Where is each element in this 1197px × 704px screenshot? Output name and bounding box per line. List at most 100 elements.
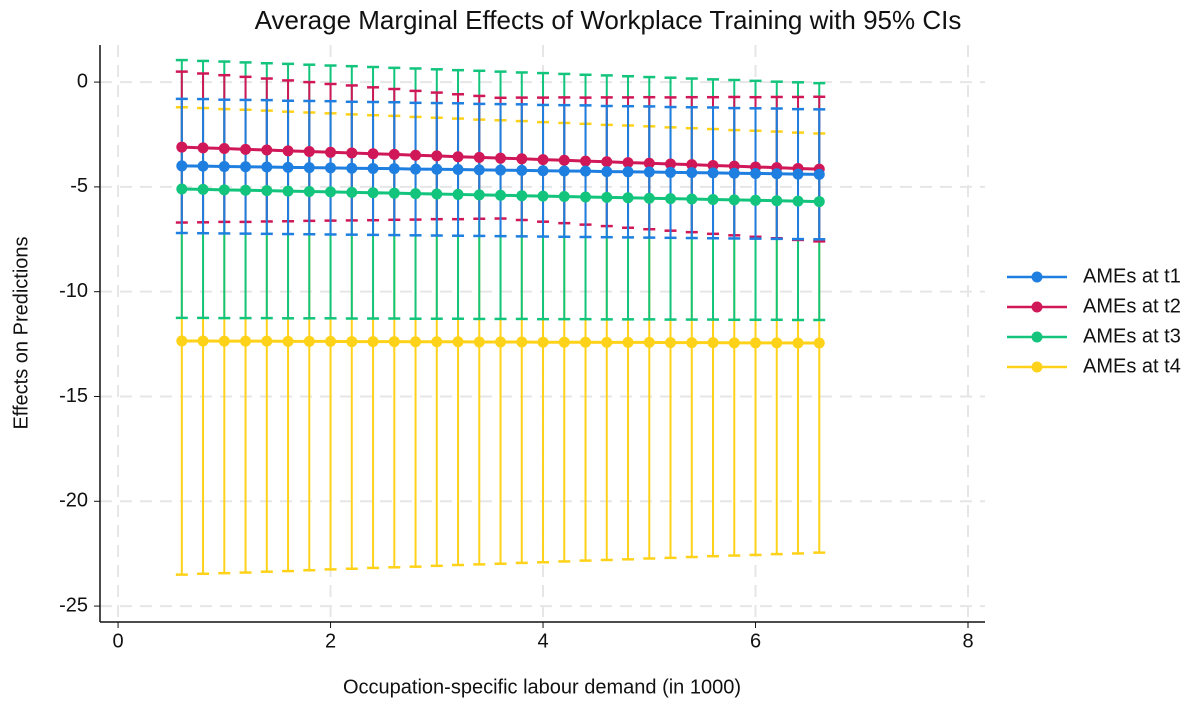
point bbox=[516, 336, 528, 348]
point bbox=[261, 161, 273, 173]
point bbox=[388, 163, 400, 175]
point bbox=[601, 336, 613, 348]
point bbox=[750, 194, 762, 206]
point bbox=[792, 337, 804, 349]
point bbox=[240, 161, 252, 173]
point bbox=[643, 166, 655, 178]
point bbox=[346, 336, 358, 348]
point bbox=[473, 189, 485, 201]
legend-dot bbox=[1031, 331, 1043, 343]
point bbox=[240, 184, 252, 196]
point bbox=[665, 158, 677, 170]
point bbox=[601, 191, 613, 203]
point bbox=[452, 188, 464, 200]
y-axis-label: Effects on Predictions bbox=[10, 236, 32, 429]
point bbox=[388, 148, 400, 160]
y-tick-label: -15 bbox=[59, 385, 88, 407]
y-tick-label: 0 bbox=[77, 70, 88, 92]
y-tick-label: -20 bbox=[59, 490, 88, 512]
point bbox=[431, 188, 443, 200]
point bbox=[261, 144, 273, 156]
point bbox=[197, 183, 209, 195]
point bbox=[750, 337, 762, 349]
point bbox=[643, 157, 655, 169]
y-tick-label: -5 bbox=[70, 175, 88, 197]
point bbox=[643, 192, 655, 204]
point bbox=[303, 162, 315, 174]
point bbox=[367, 187, 379, 199]
point bbox=[367, 148, 379, 160]
point bbox=[325, 186, 337, 198]
legend-label: AMEs at t4 bbox=[1083, 355, 1181, 377]
point bbox=[218, 161, 230, 173]
point bbox=[346, 147, 358, 159]
point bbox=[346, 186, 358, 198]
point bbox=[537, 190, 549, 202]
point bbox=[176, 141, 188, 153]
point bbox=[728, 194, 740, 206]
point bbox=[558, 191, 570, 203]
point bbox=[558, 165, 570, 177]
point bbox=[197, 335, 209, 347]
point bbox=[665, 166, 677, 178]
point bbox=[686, 159, 698, 171]
point bbox=[176, 335, 188, 347]
point bbox=[282, 335, 294, 347]
x-tick-label: 2 bbox=[325, 630, 336, 652]
point bbox=[473, 164, 485, 176]
point bbox=[771, 337, 783, 349]
point bbox=[176, 160, 188, 172]
point bbox=[367, 336, 379, 348]
point bbox=[516, 190, 528, 202]
point bbox=[622, 166, 634, 178]
point bbox=[813, 168, 825, 180]
y-tick-label: -25 bbox=[59, 594, 88, 616]
point bbox=[601, 166, 613, 178]
point bbox=[707, 193, 719, 205]
point bbox=[303, 145, 315, 157]
point bbox=[410, 188, 422, 200]
point bbox=[431, 336, 443, 348]
point bbox=[431, 150, 443, 162]
legend-label: AMEs at t2 bbox=[1083, 295, 1181, 317]
point bbox=[495, 152, 507, 164]
point bbox=[473, 336, 485, 348]
point bbox=[665, 193, 677, 205]
point bbox=[388, 336, 400, 348]
point bbox=[410, 336, 422, 348]
point bbox=[261, 185, 273, 197]
legend-dot bbox=[1031, 361, 1043, 373]
point bbox=[622, 157, 634, 169]
point bbox=[176, 183, 188, 195]
x-tick-label: 8 bbox=[962, 630, 973, 652]
point bbox=[771, 195, 783, 207]
chart-title: Average Marginal Effects of Workplace Tr… bbox=[255, 5, 962, 35]
point bbox=[197, 160, 209, 172]
point bbox=[282, 161, 294, 173]
point bbox=[771, 168, 783, 180]
point bbox=[643, 336, 655, 348]
point bbox=[303, 186, 315, 198]
point bbox=[622, 192, 634, 204]
point bbox=[686, 193, 698, 205]
point bbox=[622, 336, 634, 348]
point bbox=[218, 335, 230, 347]
x-axis-label: Occupation-specific labour demand (in 10… bbox=[343, 676, 741, 698]
point bbox=[516, 153, 528, 165]
point bbox=[495, 336, 507, 348]
point bbox=[452, 163, 464, 175]
point bbox=[388, 187, 400, 199]
point bbox=[452, 336, 464, 348]
point bbox=[282, 185, 294, 197]
point bbox=[792, 168, 804, 180]
point bbox=[410, 163, 422, 175]
point bbox=[813, 196, 825, 208]
point bbox=[728, 337, 740, 349]
point bbox=[537, 154, 549, 166]
point bbox=[410, 149, 422, 161]
x-tick-label: 6 bbox=[750, 630, 761, 652]
point bbox=[261, 335, 273, 347]
point bbox=[473, 151, 485, 163]
point bbox=[537, 336, 549, 348]
